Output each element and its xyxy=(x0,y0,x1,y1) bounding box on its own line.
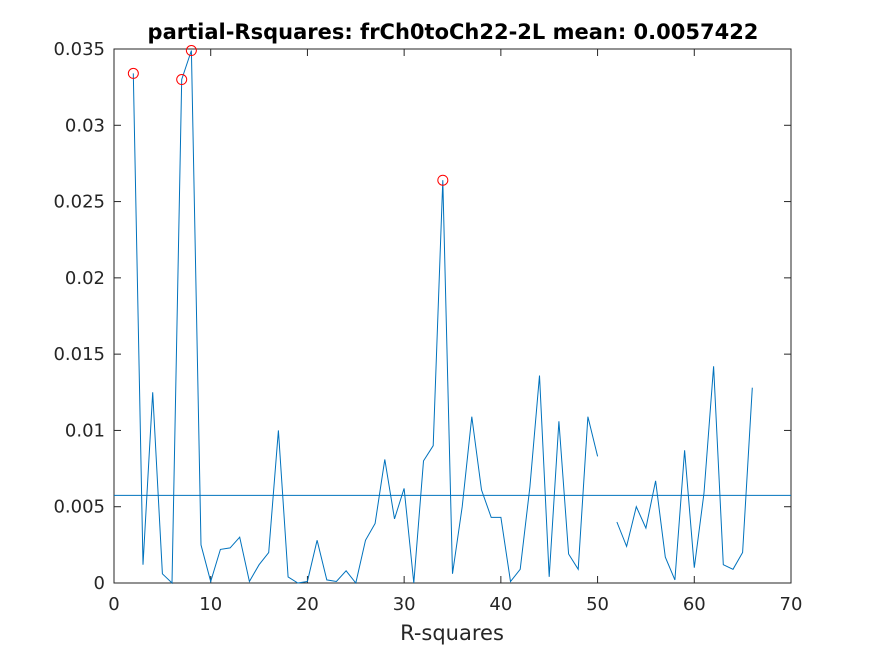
x-tick-label: 30 xyxy=(393,594,416,615)
series-line xyxy=(132,50,599,585)
highlight-marker xyxy=(127,67,139,79)
series-line xyxy=(616,366,753,581)
y-tick-label: 0.035 xyxy=(53,39,105,60)
y-tick-label: 0.025 xyxy=(53,192,105,213)
axes-box xyxy=(113,48,792,584)
x-axis-label: R-squares xyxy=(400,621,504,645)
y-tick-label: 0.015 xyxy=(53,344,105,365)
highlight-marker xyxy=(185,45,197,57)
highlight-marker xyxy=(176,74,188,86)
x-tick-label: 10 xyxy=(199,594,222,615)
x-tick-label: 40 xyxy=(489,594,512,615)
plot-area: 0 10 20 30 40 50 60 70 0 0.005 0.01 0.015 0.02 0.025 0… xyxy=(53,39,802,615)
y-tick-label: 0.03 xyxy=(65,115,105,136)
x-tick-label: 70 xyxy=(780,594,803,615)
axis-ticks: 0 10 20 30 40 50 60 70 0 0.005 0.01 0.015 0.02 0.025 0… xyxy=(53,39,802,615)
x-tick-label: 60 xyxy=(683,594,706,615)
highlight-markers xyxy=(127,45,449,186)
chart-title: partial-Rsquares: frCh0toCh22-2L mean: 0… xyxy=(148,20,759,44)
y-tick-label: 0.02 xyxy=(65,268,105,289)
series-layer xyxy=(114,50,791,585)
y-tick-label: 0.01 xyxy=(65,420,105,441)
y-tick-label: 0.005 xyxy=(53,497,105,518)
x-tick-label: 20 xyxy=(296,594,319,615)
y-tick-label: 0 xyxy=(94,573,105,594)
x-tick-label: 50 xyxy=(586,594,609,615)
x-tick-label: 0 xyxy=(108,594,119,615)
highlight-marker xyxy=(437,174,449,186)
